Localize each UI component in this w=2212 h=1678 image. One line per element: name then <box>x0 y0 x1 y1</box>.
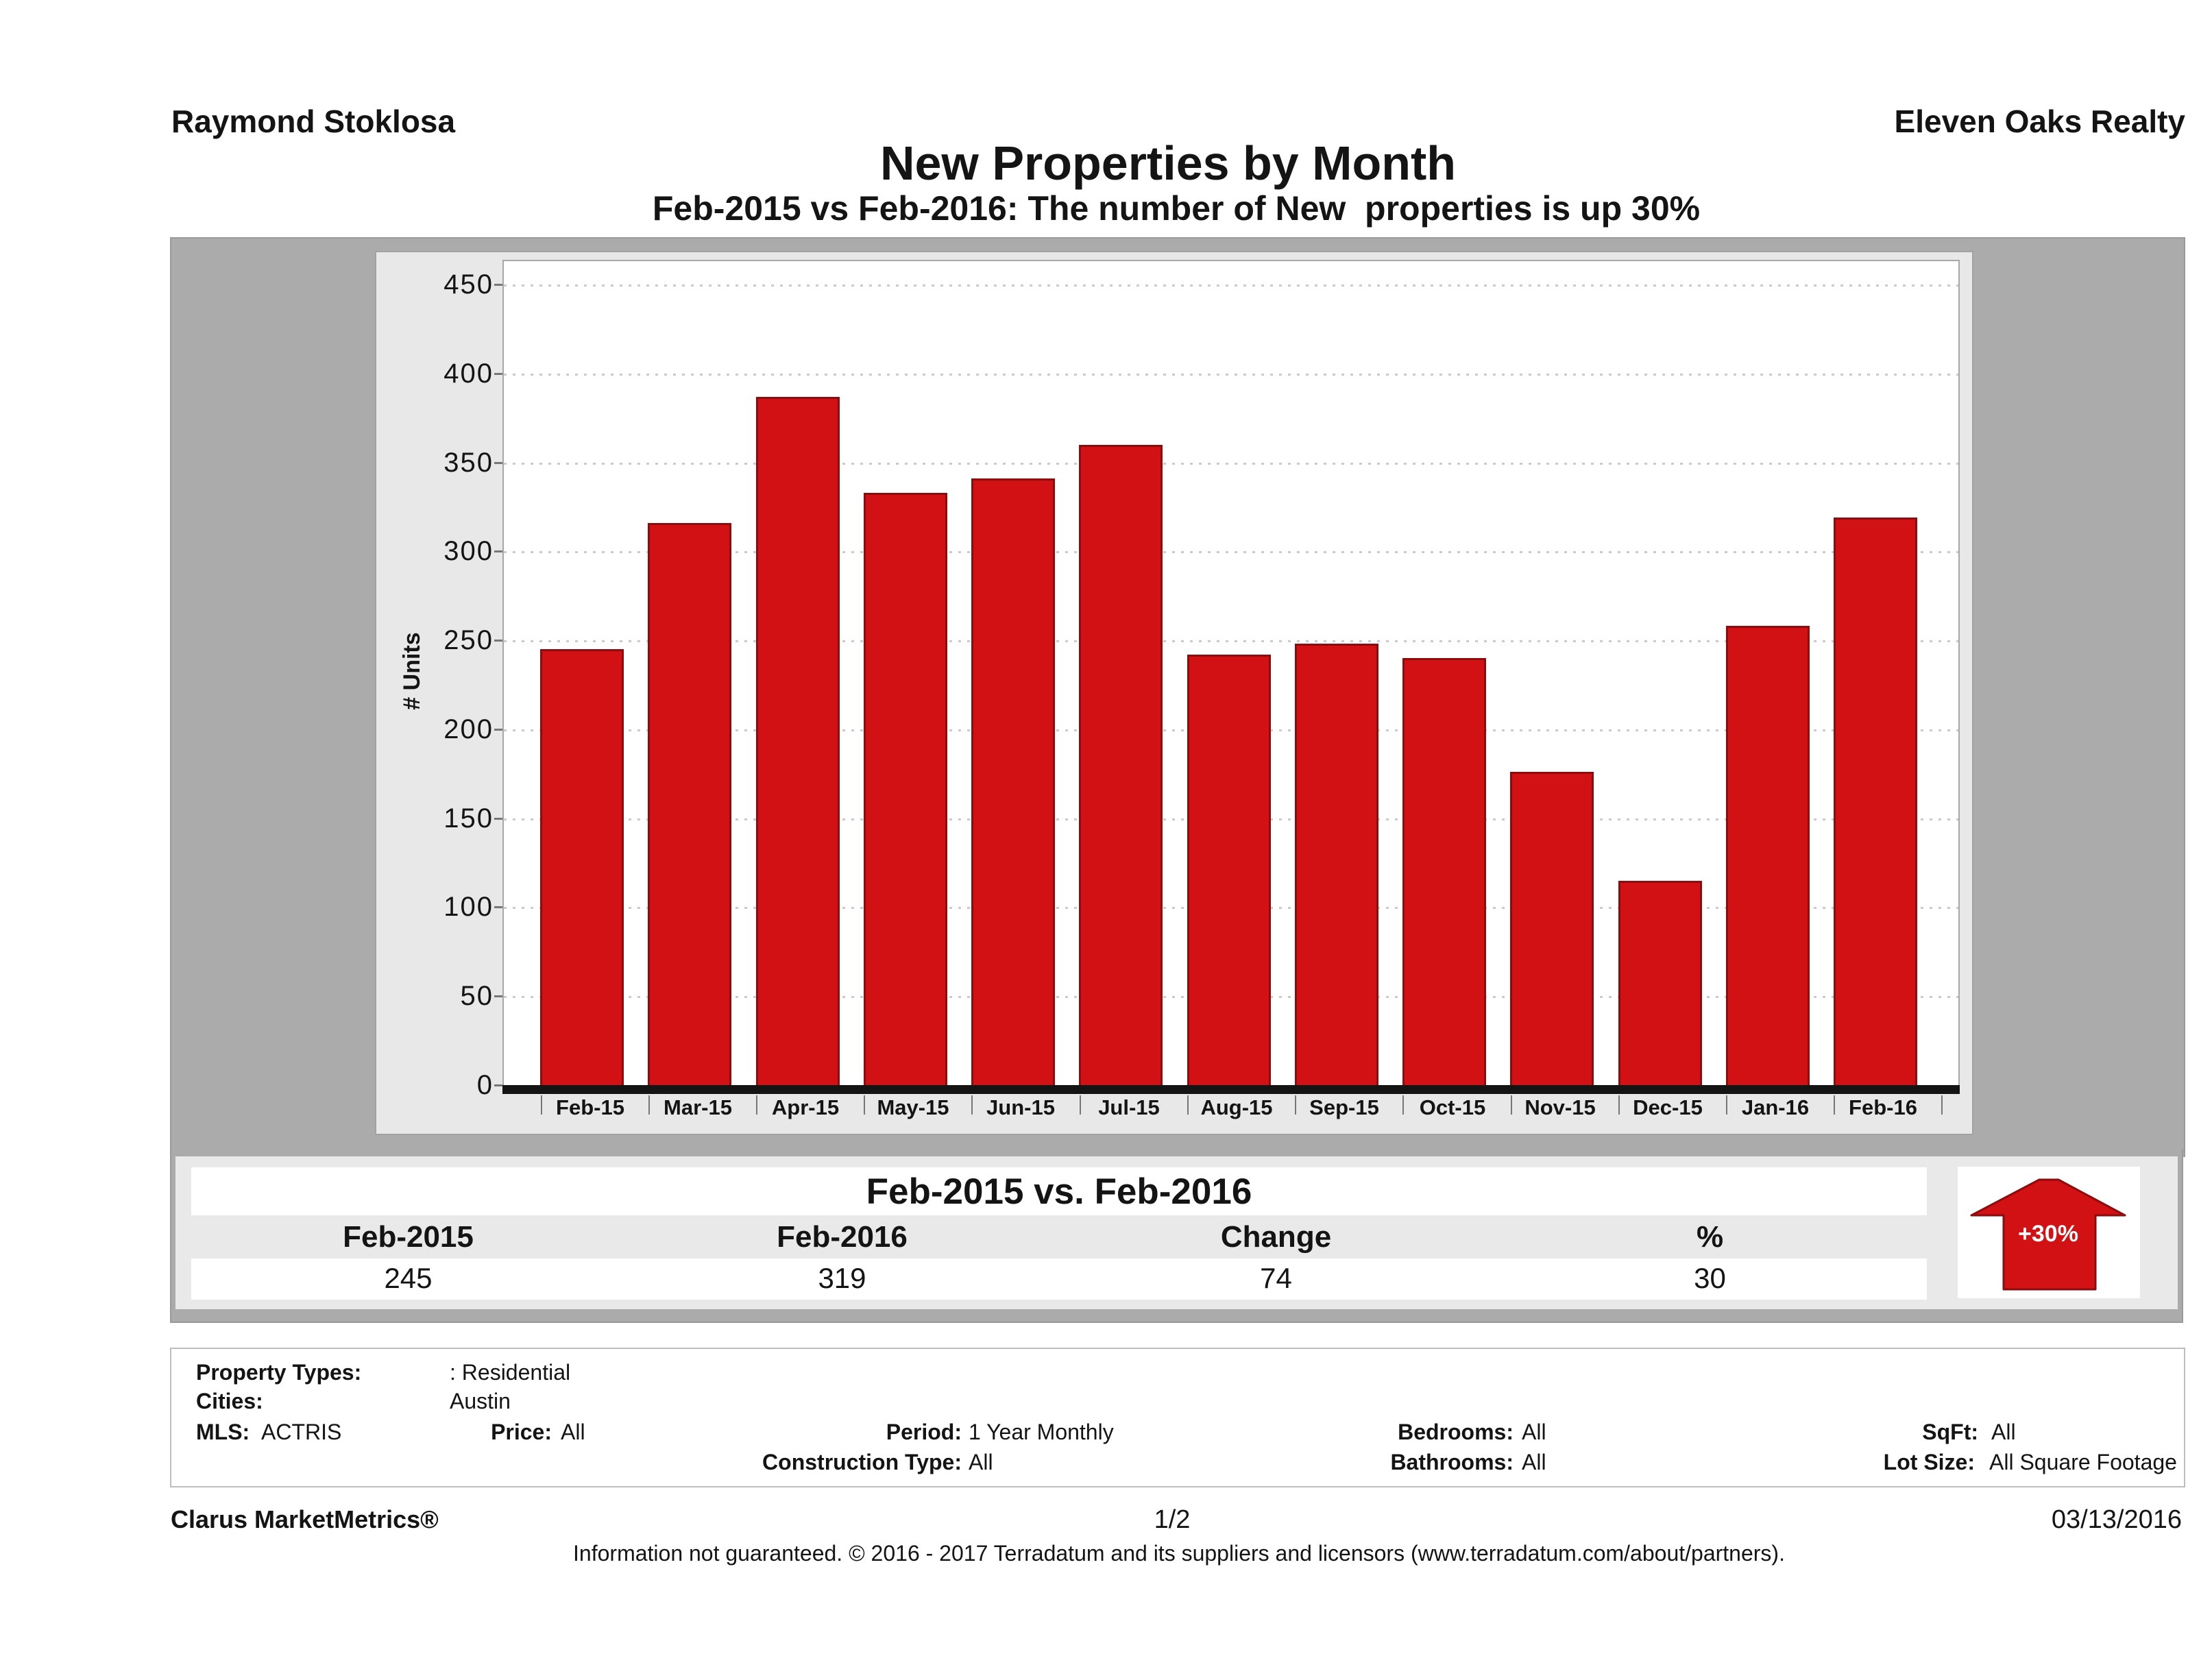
svg-text:+30%: +30% <box>2018 1221 2078 1247</box>
